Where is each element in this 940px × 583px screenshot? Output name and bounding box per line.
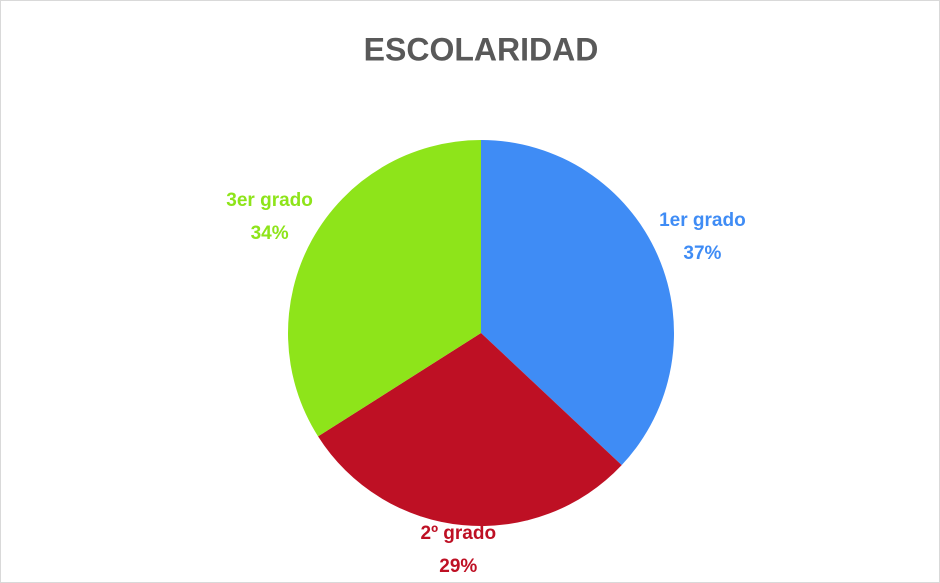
slice-label: 1er grado [659, 210, 746, 231]
value-label: 29% [439, 556, 477, 577]
chart-title: ESCOLARIDAD [364, 31, 599, 67]
value-label: 37% [683, 243, 721, 264]
pie-slice [318, 333, 622, 526]
slice-label: 2º grado [421, 523, 497, 544]
slice-label: 3er grado [226, 190, 313, 211]
pie-slice [287, 140, 481, 437]
pie-slice [481, 140, 674, 466]
value-label: 34% [251, 223, 289, 244]
